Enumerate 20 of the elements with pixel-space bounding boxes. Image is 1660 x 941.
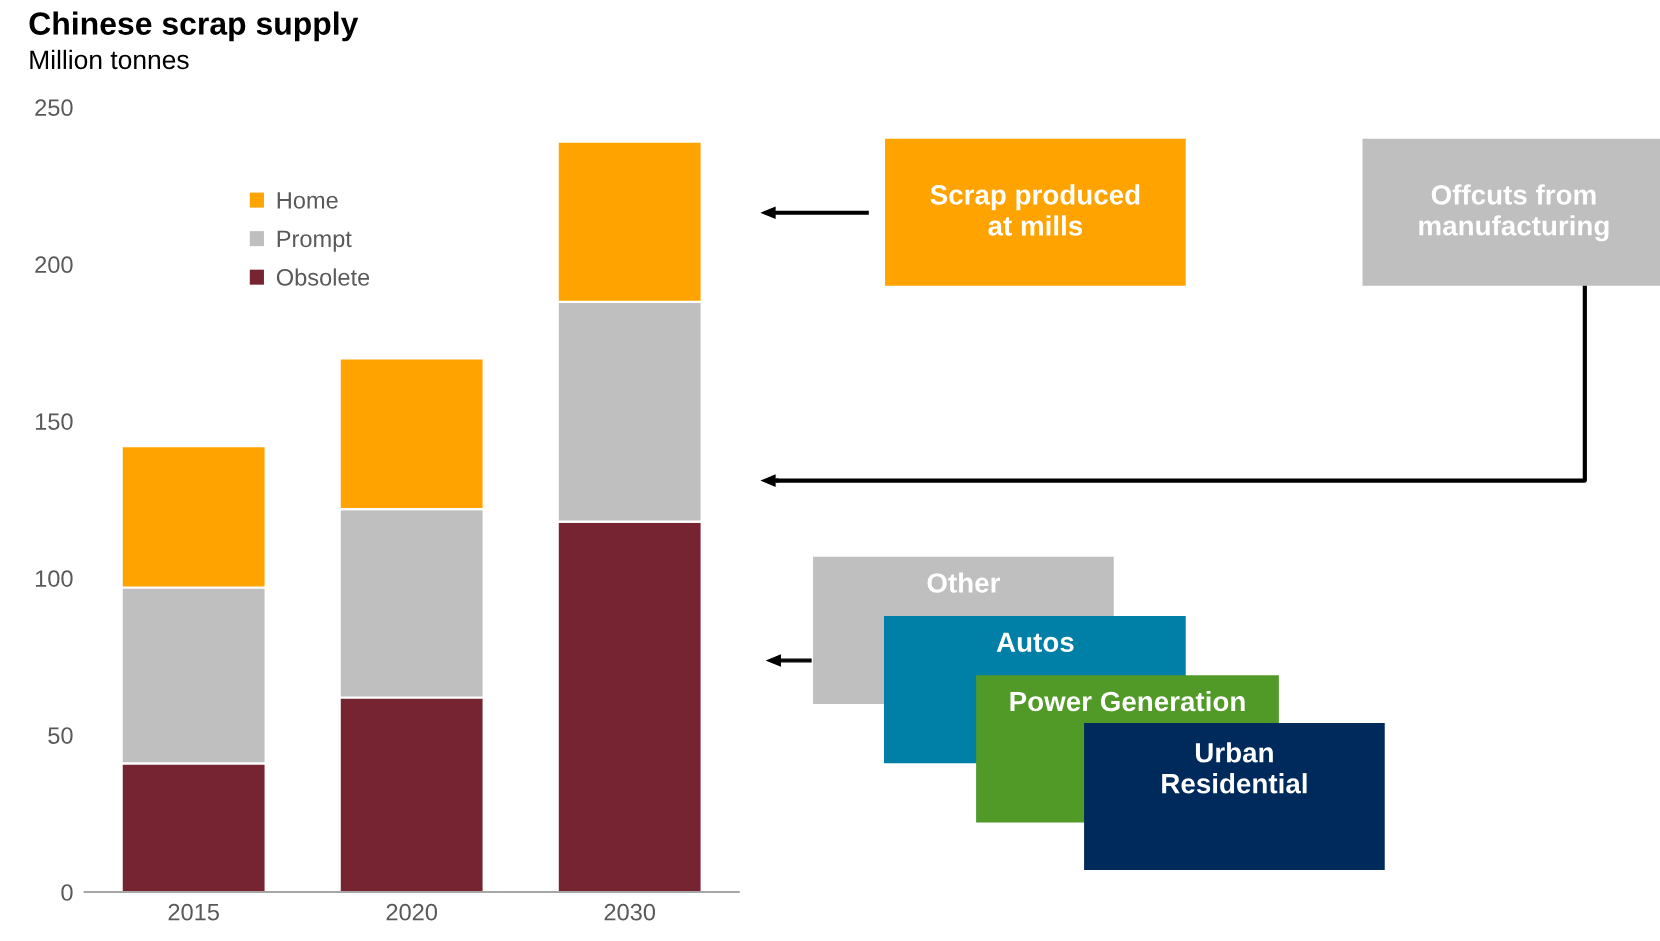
chart-subtitle: Million tonnes — [30, 49, 189, 70]
chart-title: Chinese scrap supply — [29, 11, 359, 42]
y-tick-label: 0 — [61, 884, 73, 901]
text: Power Generation — [1010, 690, 1245, 712]
y-tick-label: 150 — [35, 413, 73, 430]
x-tick-label: 2015 — [168, 903, 219, 921]
legend-label: Home — [277, 192, 338, 209]
text: Urban Residential — [1162, 742, 1307, 794]
x-tick-label: 2020 — [386, 903, 438, 921]
text: Scrap produced at mills — [930, 184, 1140, 236]
y-tick-label: 50 — [48, 727, 73, 744]
text: Offcuts from manufacturing — [1419, 184, 1609, 242]
y-tick-label: 200 — [35, 256, 73, 274]
y-tick-label: 250 — [35, 99, 73, 117]
x-tick-label: 2030 — [604, 903, 656, 921]
text: Other — [927, 572, 1001, 593]
legend-label: Prompt — [277, 230, 352, 252]
legend-label: Obsolete — [276, 268, 370, 286]
y-tick-label: 100 — [35, 570, 73, 587]
text: Autos — [996, 632, 1074, 653]
